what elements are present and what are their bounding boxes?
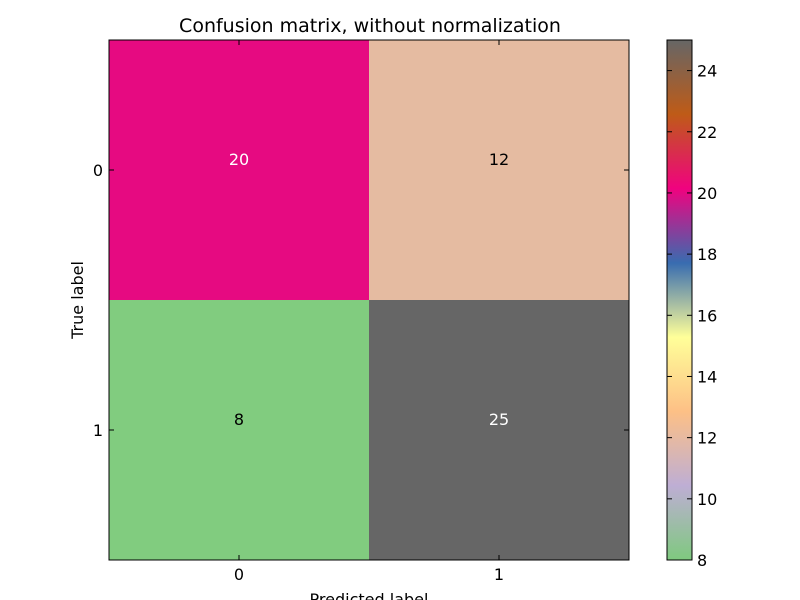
cell-value-label: 20 <box>229 150 249 169</box>
colorbar-tick-label: 10 <box>697 490 717 509</box>
colorbar-ticks: 8 10 12 14 16 18 20 22 24 <box>667 62 717 570</box>
heatmap-cell <box>369 300 629 560</box>
heatmap-cell <box>109 40 369 300</box>
colorbar-tick-label: 20 <box>697 184 717 203</box>
colorbar-tick-label: 22 <box>697 123 717 142</box>
cell-value-labels: 20 12 8 25 <box>229 150 509 429</box>
colorbar-tick-label: 8 <box>697 551 707 570</box>
heatmap-cells <box>109 40 629 560</box>
colorbar-tick-label: 14 <box>697 367 717 386</box>
heatmap-cell <box>109 300 369 560</box>
chart-title: Confusion matrix, without normalization <box>179 15 561 37</box>
plot-frame <box>108 39 630 561</box>
x-tick-label: 0 <box>234 565 244 584</box>
x-axis-label: Predicted label <box>310 590 429 600</box>
cell-value-label: 8 <box>234 410 244 429</box>
colorbar-tick-label: 24 <box>697 62 717 81</box>
heatmap-cell <box>369 40 629 300</box>
colorbar-tick-label: 18 <box>697 245 717 264</box>
colorbar <box>666 39 693 561</box>
y-tick-label: 0 <box>93 161 103 180</box>
colorbar-tick-label: 12 <box>697 429 717 448</box>
colorbar-tick-label: 16 <box>697 306 717 325</box>
y-axis-label: True label <box>68 261 87 340</box>
cell-value-label: 12 <box>489 150 509 169</box>
y-tick-label: 1 <box>93 421 103 440</box>
x-tick-label: 1 <box>494 565 504 584</box>
axis-ticks: 0 1 0 1 <box>93 40 629 584</box>
cell-value-label: 25 <box>489 410 509 429</box>
